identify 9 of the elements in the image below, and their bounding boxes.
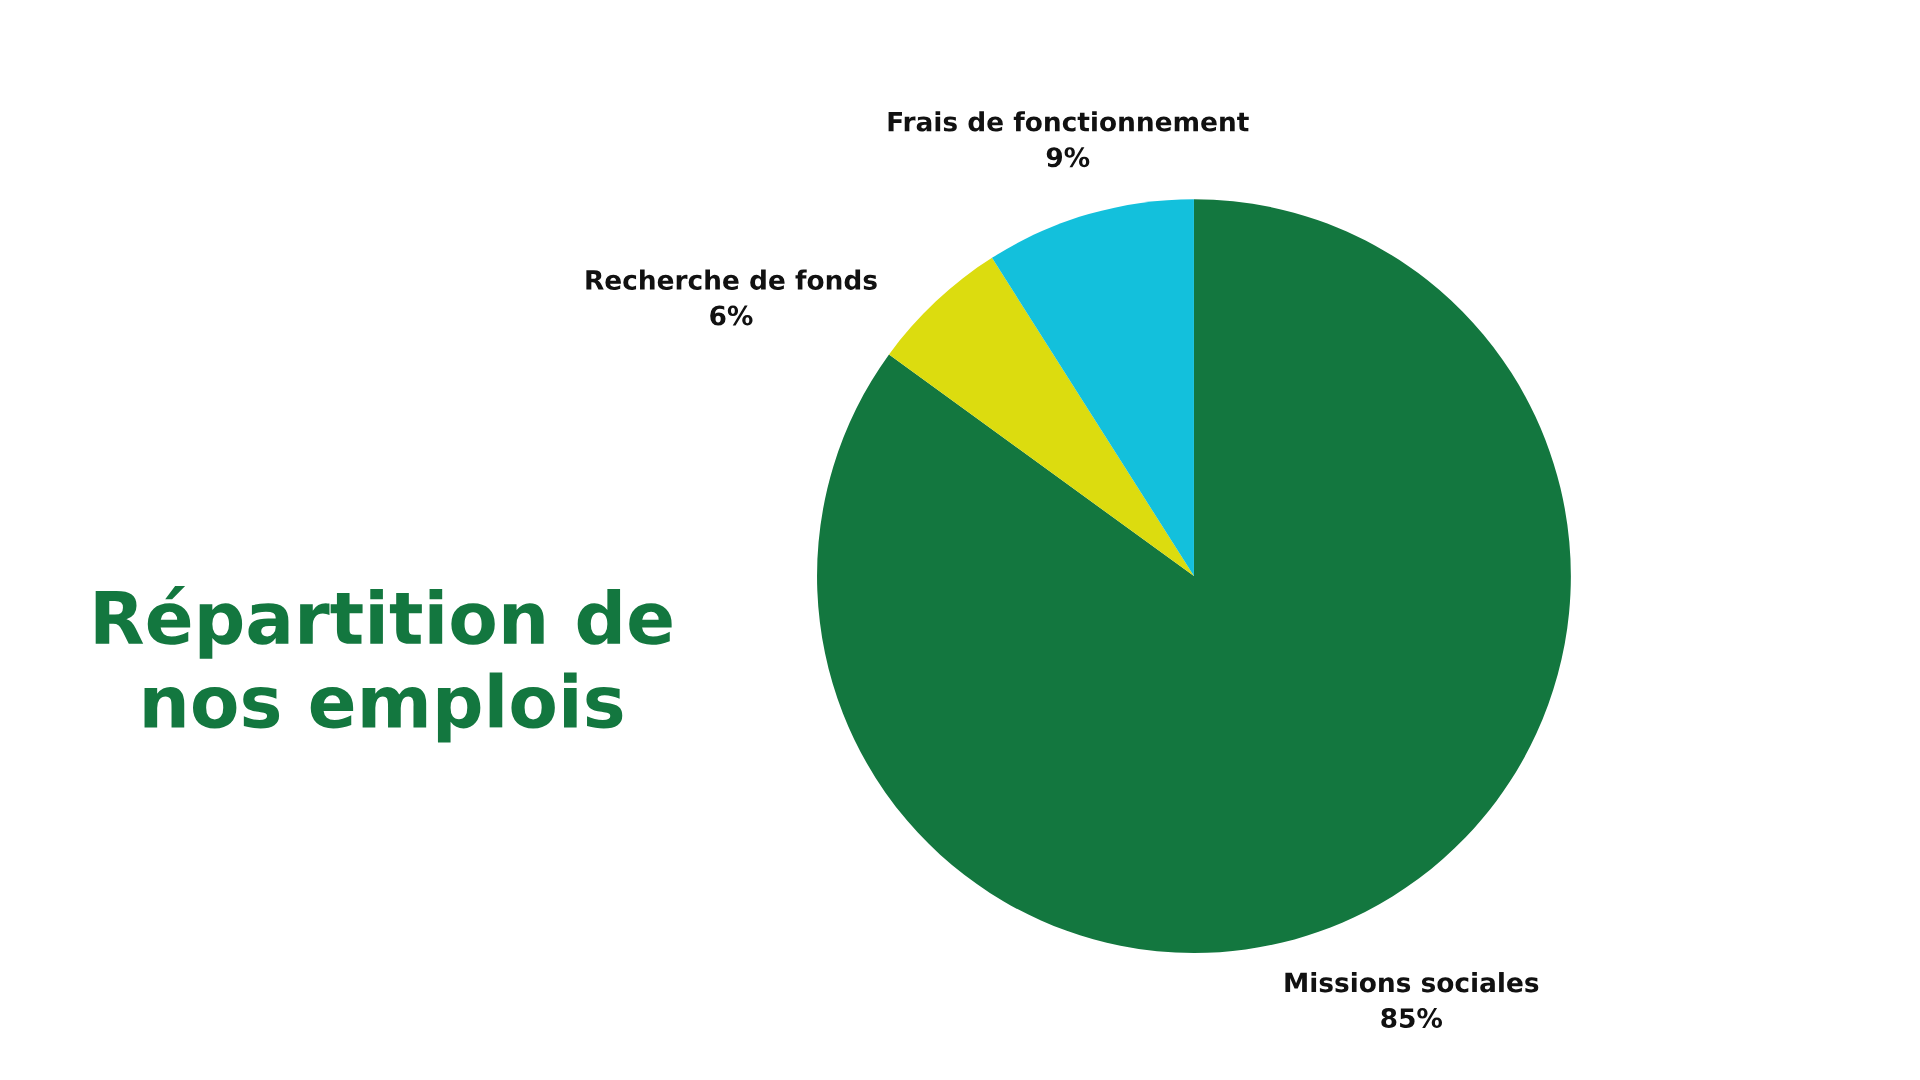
text: Répartition de nos emplois: [95, 586, 672, 743]
data-label: 85%: [1381, 1008, 1443, 1029]
slice-label: Frais de fonctionnement: [888, 111, 1249, 132]
data-label: 9%: [1046, 147, 1090, 168]
slice-label: Recherche de fonds: [586, 269, 877, 290]
pie-slice: [991, 199, 1194, 577]
slice-label: Missions sociales: [1285, 972, 1539, 993]
data-label: 6%: [710, 305, 753, 326]
pie-slice: [889, 257, 1194, 577]
